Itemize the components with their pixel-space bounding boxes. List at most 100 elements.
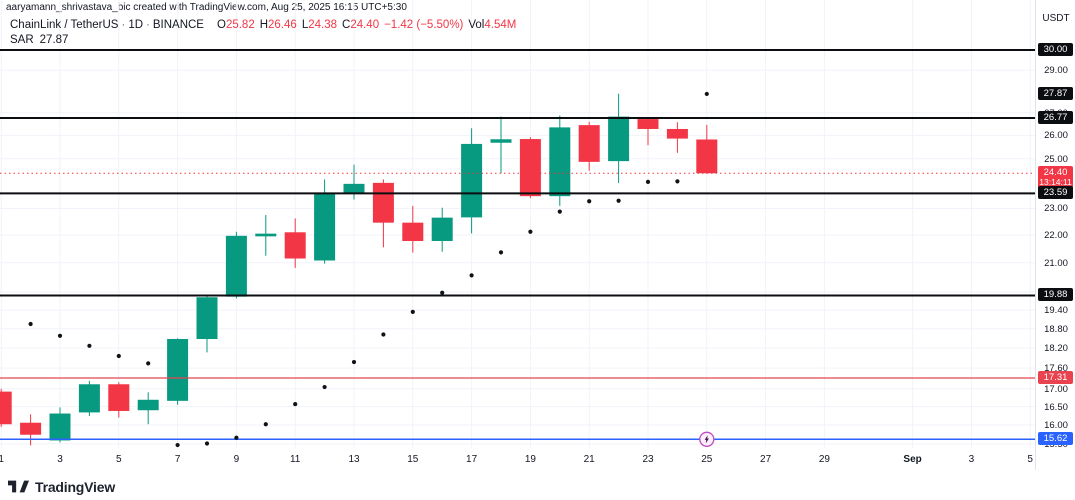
candle-aug-24[interactable]	[666, 122, 688, 153]
candle-body	[284, 232, 306, 259]
tradingview-brand-text[interactable]: TradingView	[35, 478, 116, 495]
close-value: 24.40	[350, 19, 380, 31]
high-value: 26.46	[268, 19, 297, 31]
candle-aug-21[interactable]	[578, 121, 600, 171]
candle-body	[20, 422, 42, 435]
indicator-legend-row: SAR 27.87	[10, 34, 516, 46]
time-label-7: 7	[174, 454, 181, 465]
candle-aug-23[interactable]	[637, 118, 659, 146]
price-badge-30.00: 30.00	[1038, 43, 1073, 56]
chart-legend: ChainLink / TetherUS · 1D · BINANCE O25.82 H26…	[10, 19, 516, 46]
horizontal-line-drawings	[0, 49, 1035, 441]
candle-aug-11[interactable]	[284, 218, 306, 268]
candle-aug-4[interactable]	[78, 380, 100, 417]
candle-body	[225, 235, 247, 297]
candle-body	[78, 384, 100, 413]
time-label-29: 29	[818, 454, 830, 465]
chart-plot-area[interactable]	[0, 0, 1035, 470]
candle-body	[372, 182, 394, 223]
candle-aug-15[interactable]	[402, 205, 424, 253]
tradingview-logo-icon[interactable]	[8, 478, 29, 495]
candle-aug-18[interactable]	[490, 116, 512, 174]
candle-aug-2[interactable]	[20, 414, 42, 446]
candle-body	[666, 128, 688, 139]
candle-body	[167, 339, 189, 401]
candle-aug-14[interactable]	[372, 179, 394, 248]
time-label-9: 9	[233, 454, 240, 465]
candlestick-series[interactable]	[0, 93, 718, 446]
price-badge-23.59: 23.59	[1038, 186, 1073, 200]
price-tick-26.00: 26.00	[1044, 130, 1068, 142]
price-tick-18.80: 18.80	[1044, 323, 1068, 335]
time-label-3: 3	[968, 454, 975, 465]
time-label-13: 13	[348, 454, 360, 465]
exchange-label[interactable]: BINANCE	[152, 19, 204, 31]
sar-dot-aug-6	[146, 361, 151, 366]
time-label-23: 23	[642, 454, 654, 465]
price-tick-29.00: 29.00	[1044, 65, 1068, 77]
candle-aug-7[interactable]	[167, 338, 189, 405]
candle-body	[696, 139, 718, 174]
sar-dot-aug-24	[675, 179, 680, 184]
sar-dot-aug-23	[645, 179, 651, 184]
candlestick-chart-canvas[interactable]	[0, 0, 1035, 470]
alert-marker[interactable]	[699, 431, 715, 447]
price-badge-24.40: 24.40 13:14:11	[1038, 166, 1073, 190]
candle-aug-19[interactable]	[519, 137, 541, 199]
sar-dot-aug-8	[204, 441, 210, 446]
volume-value: 4.54M	[484, 19, 517, 31]
tradingview-footer: TradingView	[8, 478, 115, 495]
price-tick-17.00: 17.00	[1044, 383, 1068, 395]
ohlc-values: O25.82 H26.46 L24.38 C24.40 −1.42 (−5.50%) Vo…	[212, 19, 516, 31]
price-badge-19.88: 19.88	[1038, 288, 1073, 302]
horizontal-gridlines	[0, 69, 1035, 445]
sar-dot-aug-16	[440, 290, 445, 295]
candle-aug-16[interactable]	[431, 207, 453, 252]
candle-aug-9[interactable]	[225, 231, 247, 299]
sar-dot-aug-15	[410, 309, 415, 314]
price-axis[interactable]: USDT 29.0027.0026.0025.0023.0022.0021.00…	[1035, 0, 1075, 470]
candle-body	[637, 119, 659, 129]
candle-body	[490, 139, 512, 143]
indicator-name[interactable]: SAR	[10, 34, 34, 46]
symbol-name[interactable]: ChainLink / TetherUS	[10, 19, 119, 31]
candle-body	[519, 139, 541, 197]
candle-body	[461, 143, 483, 218]
sar-dot-aug-4	[87, 343, 92, 348]
candle-aug-12[interactable]	[314, 179, 336, 264]
price-badge-17.31: 17.31	[1038, 371, 1073, 385]
time-label-25: 25	[701, 454, 713, 465]
candle-body	[196, 297, 218, 340]
candle-aug-25[interactable]	[696, 124, 718, 174]
candle-body	[0, 391, 12, 425]
candle-aug-1[interactable]	[0, 388, 12, 427]
time-label-17: 17	[466, 454, 478, 465]
sar-dot-aug-21	[587, 199, 592, 204]
candle-aug-5[interactable]	[108, 382, 130, 418]
time-label-27: 27	[760, 454, 772, 465]
close-label: C	[342, 19, 351, 31]
time-label-5: 5	[116, 454, 122, 465]
candle-aug-22[interactable]	[608, 93, 630, 184]
candle-aug-17[interactable]	[461, 128, 483, 234]
price-tick-16.00: 16.00	[1044, 419, 1068, 431]
sar-dot-aug-3	[57, 333, 63, 338]
time-label-sep: Sep	[903, 454, 922, 465]
price-badge-15.62: 15.62	[1038, 432, 1073, 446]
timeframe-label[interactable]: 1D	[128, 19, 144, 31]
candle-body	[314, 193, 336, 261]
axis-currency-label[interactable]: USDT	[1042, 13, 1070, 24]
time-label-1: 1	[0, 454, 4, 465]
time-axis[interactable]: 1 3 5 7 9 11 13 15 17 19 21 23 25 27 29 Sep 3 5	[0, 448, 1035, 472]
price-tick-18.20: 18.20	[1044, 343, 1068, 355]
candle-body	[402, 222, 424, 241]
vertical-gridlines	[0, 0, 1031, 448]
candle-aug-20[interactable]	[549, 115, 571, 206]
candle-aug-3[interactable]	[49, 407, 71, 443]
candle-aug-8[interactable]	[196, 294, 218, 353]
candle-aug-6[interactable]	[137, 392, 159, 425]
change-value: −1.42 (−5.50%)	[384, 19, 464, 31]
candle-aug-10[interactable]	[255, 215, 277, 256]
price-tick-25.00: 25.00	[1044, 153, 1068, 165]
bar-countdown: 13:14:11	[1039, 177, 1072, 188]
